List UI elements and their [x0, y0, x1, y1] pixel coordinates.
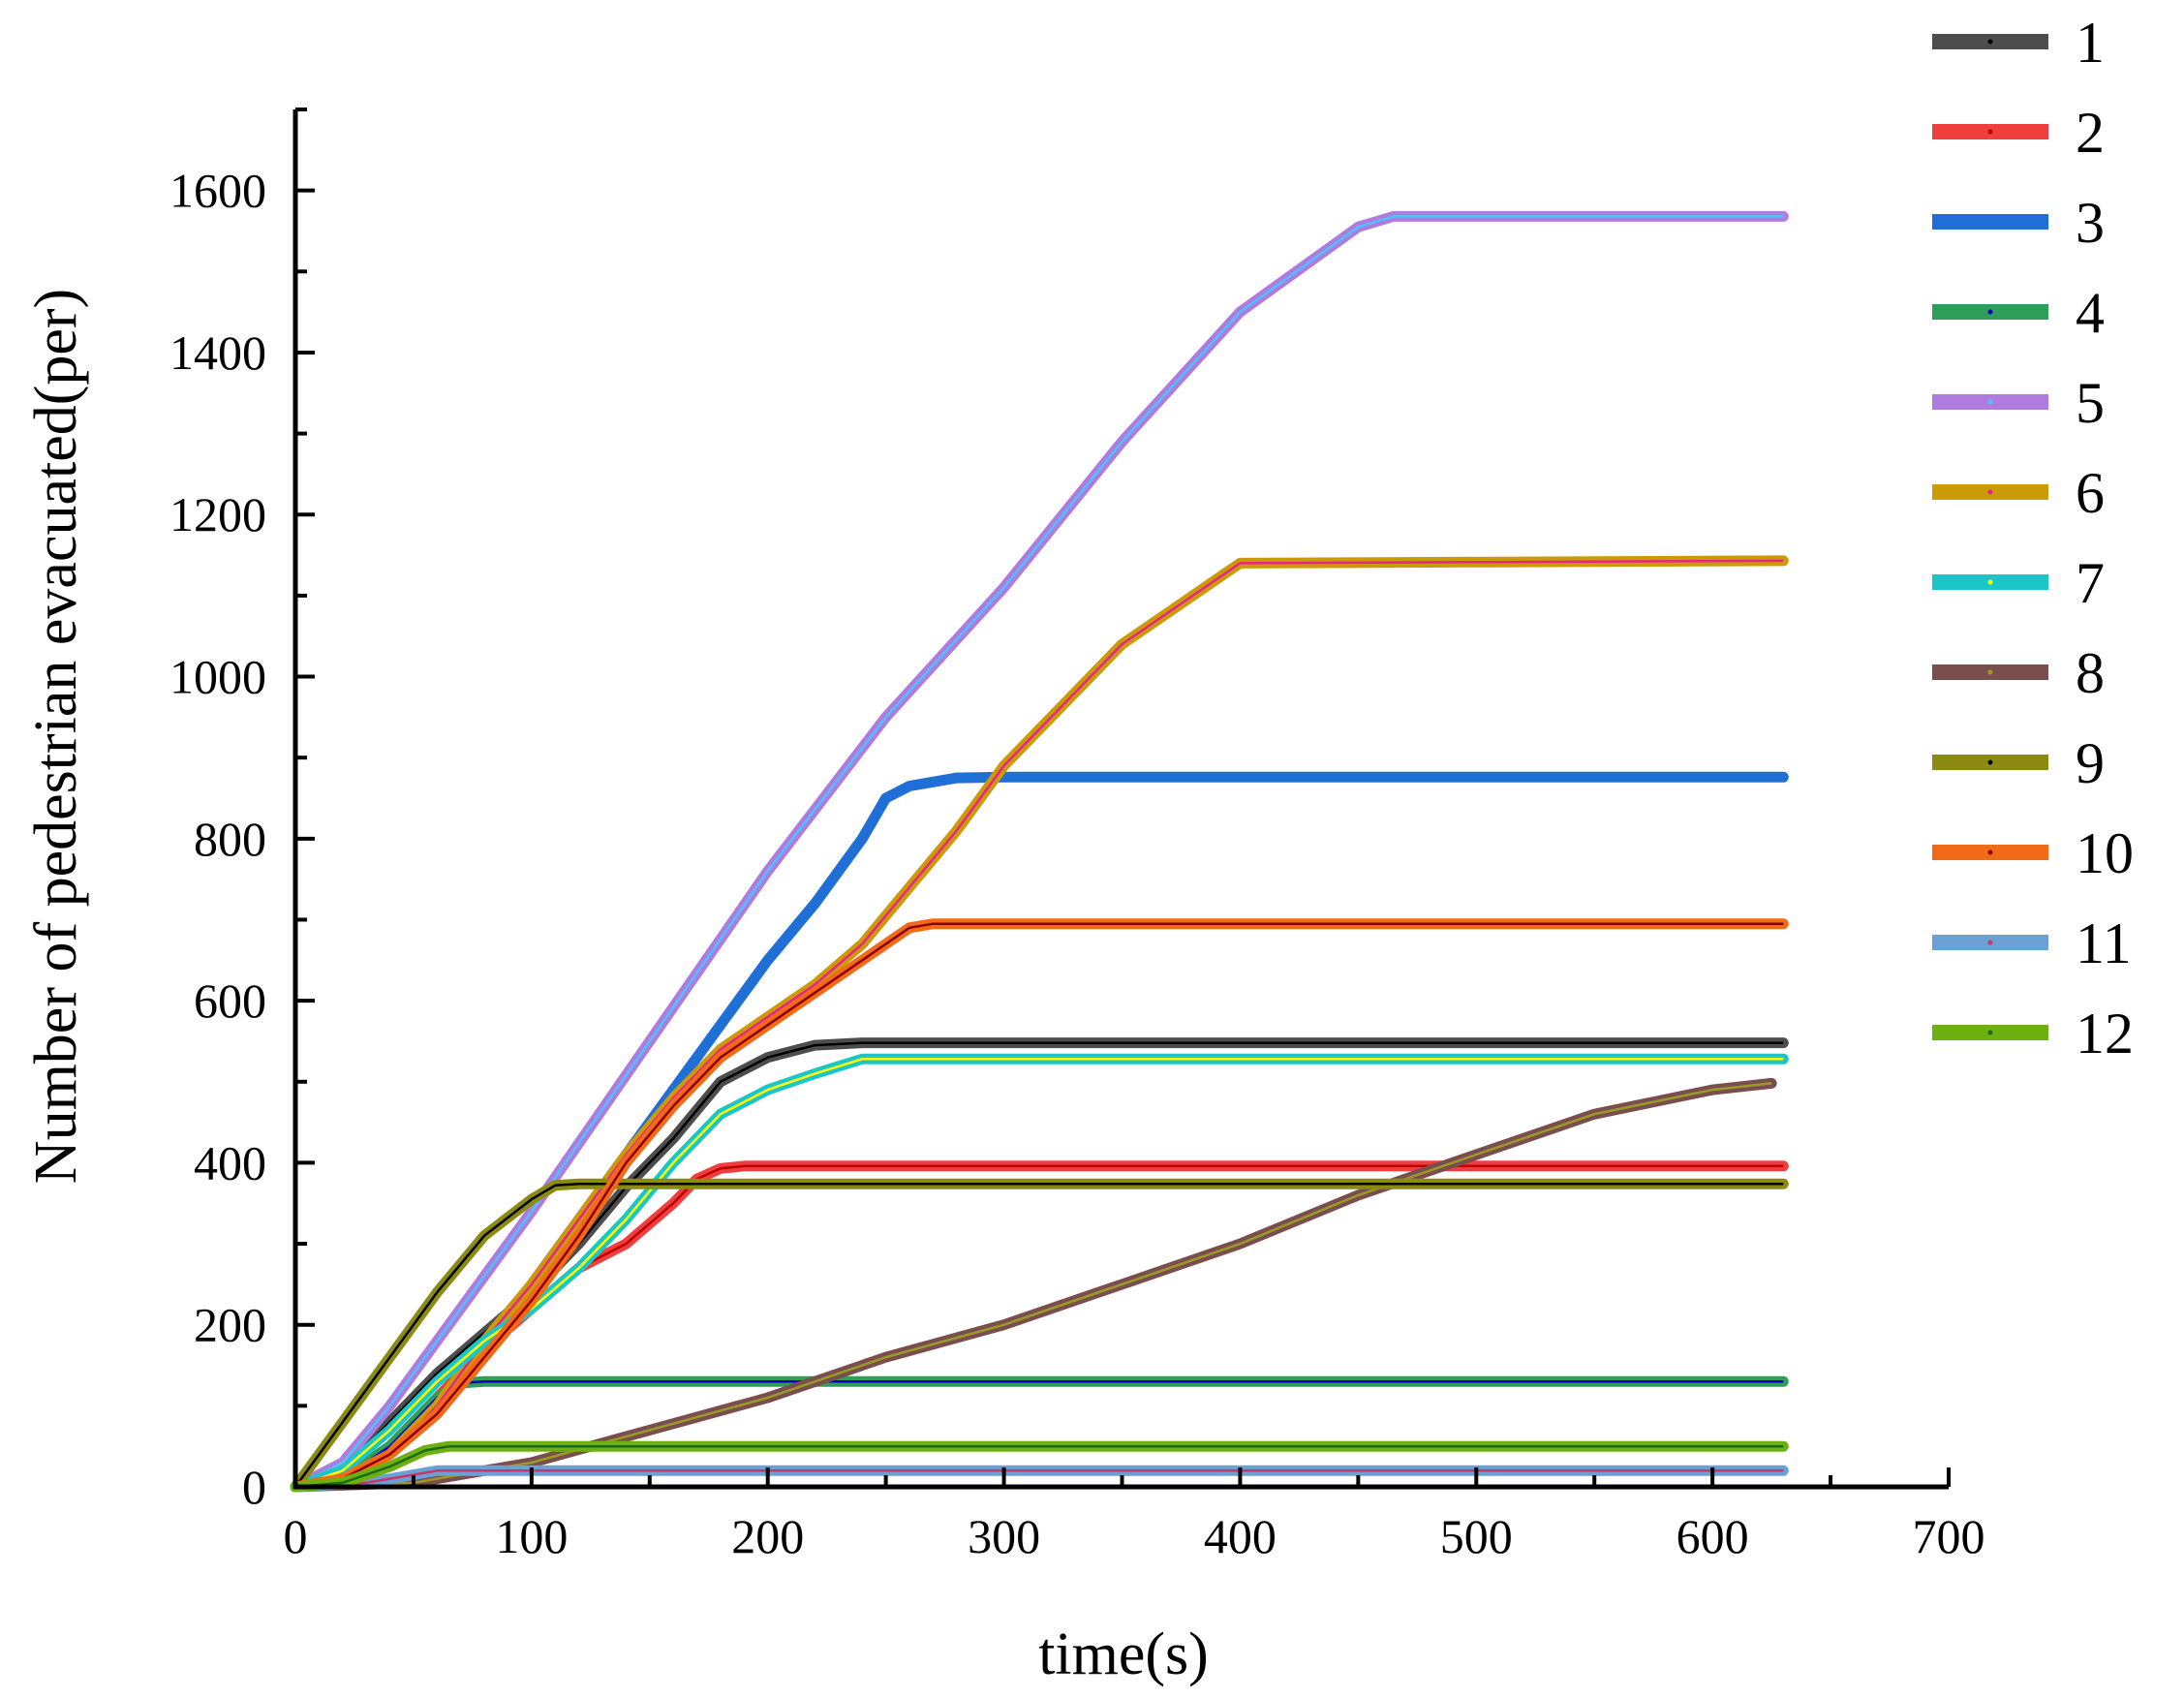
legend-marker-6: [1987, 489, 1993, 495]
legend-marker-1: [1987, 39, 1993, 45]
legend-label: 6: [2076, 461, 2105, 525]
y-tick-label: 1000: [169, 650, 266, 704]
tick-labels: 0 200 400 600 800 1000 1200 1400 1600 0 100 200 300 4…: [169, 164, 1985, 1563]
legend-marker-5: [1987, 399, 1993, 405]
legend-label: 3: [2076, 191, 2105, 255]
x-tick-label: 100: [495, 1509, 568, 1563]
legend-marker-9: [1987, 759, 1993, 765]
series-line-core-7: [294, 1058, 1784, 1489]
y-tick-label: 600: [194, 973, 266, 1028]
legend-label: 4: [2076, 281, 2105, 345]
legend-marker-4: [1987, 309, 1993, 315]
legend-label: 7: [2076, 551, 2105, 615]
series-line-1: [290, 1037, 1789, 1493]
y-tick-label: 200: [194, 1298, 266, 1352]
x-tick-label: 400: [1204, 1509, 1277, 1563]
series-line-core-8: [294, 1082, 1772, 1489]
legend-marker-3: [1987, 219, 1993, 225]
legend-marker-2: [1987, 129, 1993, 135]
y-tick-label: 1600: [169, 164, 266, 218]
x-tick-label: 500: [1440, 1509, 1513, 1563]
x-tick-label: 300: [968, 1509, 1040, 1563]
series-line-core-6: [294, 559, 1784, 1489]
legend-marker-10: [1987, 849, 1993, 855]
axes: [292, 108, 1951, 1490]
y-tick-label: 1400: [169, 325, 266, 380]
y-tick-label: 1200: [169, 487, 266, 541]
series-line-core-12: [294, 1444, 1784, 1489]
series-line-6: [290, 555, 1789, 1493]
legend-label: 11: [2076, 911, 2132, 975]
x-tick-label: 200: [731, 1509, 804, 1563]
series-line-core-9: [293, 1182, 1784, 1488]
plot-area: [290, 210, 1789, 1493]
x-tick-label: 600: [1676, 1509, 1749, 1563]
legend-label: 8: [2076, 641, 2105, 705]
legend-label: 5: [2076, 371, 2105, 435]
x-tick-label: 0: [284, 1509, 308, 1563]
x-axis-title: time(s): [1038, 1621, 1209, 1687]
series-line-8: [290, 1077, 1777, 1493]
y-tick-label: 0: [242, 1460, 266, 1514]
y-tick-label: 800: [194, 812, 266, 866]
y-axis-title: Number of pedestrian evacuated(per): [23, 289, 89, 1184]
legend-marker-11: [1987, 940, 1993, 945]
legend-label: 10: [2076, 821, 2134, 885]
series-line-core-5: [294, 215, 1784, 1489]
legend-marker-7: [1987, 579, 1993, 585]
series-line-core-10: [294, 922, 1784, 1489]
legend-label: 1: [2076, 11, 2105, 75]
series-line-11: [290, 1465, 1789, 1493]
legend-label: 12: [2076, 1002, 2134, 1065]
y-tick-label: 400: [194, 1135, 266, 1189]
legend-label: 9: [2076, 731, 2105, 795]
legend-marker-12: [1987, 1030, 1993, 1035]
legend-marker-8: [1987, 669, 1993, 675]
series-line-core-1: [294, 1041, 1784, 1489]
legend-label: 2: [2076, 101, 2105, 165]
x-tick-label: 700: [1913, 1509, 1985, 1563]
